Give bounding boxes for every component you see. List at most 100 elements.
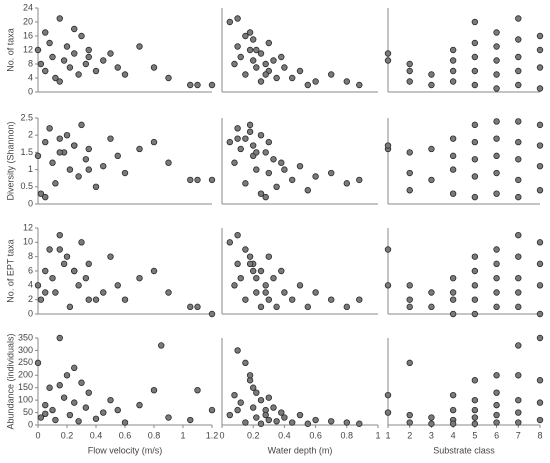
point (493, 246, 500, 253)
point (428, 414, 435, 421)
point (406, 419, 413, 426)
point (515, 118, 522, 125)
y-tick-label: 16 (23, 30, 33, 40)
y-tick-label: 12 (23, 222, 33, 232)
point (515, 409, 522, 416)
point (289, 176, 296, 184)
point (278, 267, 285, 275)
point (226, 239, 233, 246)
point (242, 246, 249, 253)
point (406, 67, 413, 75)
point (121, 296, 129, 303)
x-axis-label: Water depth (m) (268, 445, 333, 455)
point (328, 418, 335, 425)
point (406, 359, 413, 367)
y-tick-label: 24 (23, 2, 33, 12)
y-tick-label: 1.5 (20, 147, 33, 157)
point (56, 231, 63, 239)
point (384, 57, 392, 64)
point (100, 289, 107, 296)
x-tick-label: 1 (180, 430, 185, 440)
point (296, 411, 304, 419)
point (449, 420, 457, 427)
point (208, 81, 216, 89)
point (253, 166, 260, 173)
point (242, 419, 249, 426)
point (60, 57, 68, 64)
point (493, 372, 500, 379)
point (85, 53, 92, 61)
x-tick-label: 0 (35, 430, 40, 440)
y-axis-label: No. of taxa (5, 28, 15, 72)
point (265, 416, 272, 424)
point (246, 128, 254, 135)
point (56, 149, 63, 156)
point (257, 190, 265, 197)
point (150, 387, 158, 394)
y-tick-label: 50 (23, 407, 33, 417)
x-tick-label: 1 (375, 430, 380, 440)
point (71, 399, 78, 406)
point (42, 29, 49, 36)
point (114, 152, 121, 160)
point (449, 78, 457, 85)
x-tick-label: 0.4 (90, 430, 103, 440)
point (237, 274, 244, 282)
point (428, 176, 435, 184)
point (237, 53, 244, 61)
x-tick-label: 2 (407, 430, 412, 440)
point (273, 183, 280, 190)
point (121, 419, 129, 426)
point (257, 78, 265, 85)
y-tick-label: 0 (28, 308, 33, 318)
point (237, 145, 244, 153)
point (226, 138, 233, 146)
point (471, 420, 479, 427)
point (493, 190, 500, 197)
point (296, 282, 304, 289)
point (253, 274, 260, 282)
point (471, 267, 479, 275)
point (265, 253, 272, 260)
y-tick-label: 12 (23, 44, 33, 54)
point (262, 149, 269, 156)
point (165, 414, 172, 421)
x-tick-label: 0.2 (247, 430, 260, 440)
point (515, 396, 522, 404)
point (356, 420, 363, 427)
point (536, 85, 544, 92)
point (493, 411, 500, 419)
point (515, 253, 522, 260)
y-tick-label: 2.5 (20, 112, 33, 122)
point (242, 359, 249, 367)
y-tick-label: 4 (28, 72, 33, 82)
point (406, 169, 413, 177)
point (449, 296, 457, 303)
point (471, 173, 479, 180)
point (493, 85, 500, 92)
x-tick-label: 0.8 (148, 430, 161, 440)
point (356, 296, 363, 303)
point (66, 303, 74, 311)
point (471, 138, 479, 146)
point (107, 135, 114, 142)
point (536, 260, 544, 268)
point (226, 411, 233, 419)
point (328, 71, 335, 78)
point (262, 411, 269, 419)
point (71, 50, 78, 57)
point (384, 50, 392, 57)
point (428, 289, 435, 296)
x-tick-label: 0 (219, 430, 224, 440)
point (253, 46, 260, 54)
y-tick-label: 8 (28, 58, 33, 68)
point (471, 193, 479, 201)
point (246, 260, 254, 268)
y-tick-label: 150 (18, 382, 33, 392)
point (515, 231, 522, 239)
point (270, 274, 277, 282)
point (493, 289, 500, 296)
point (63, 43, 71, 50)
point (273, 418, 280, 425)
point (471, 377, 479, 384)
